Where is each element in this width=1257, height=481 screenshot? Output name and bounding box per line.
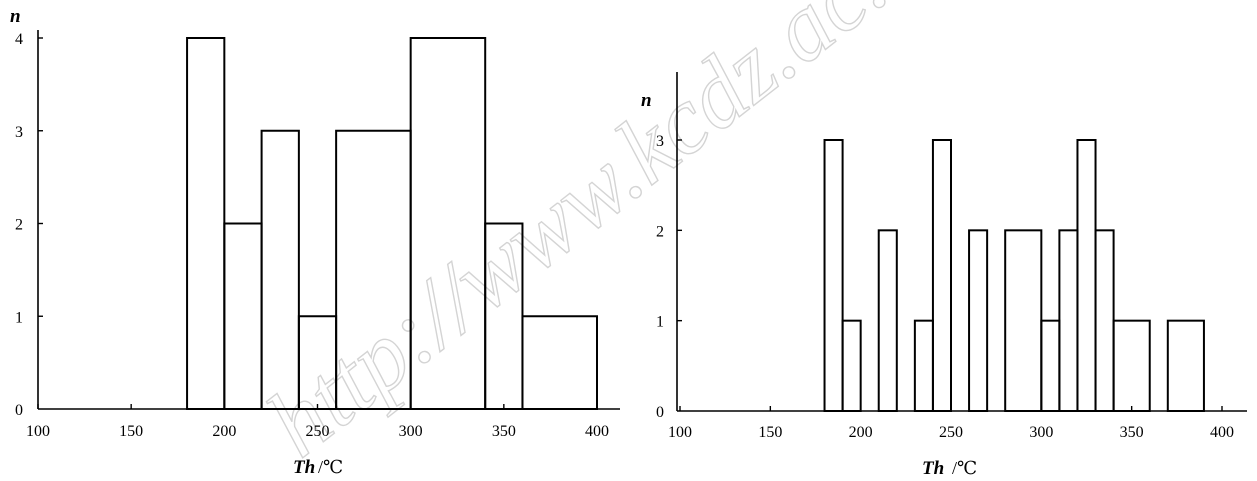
right-histogram-bar — [1112, 319, 1151, 412]
right-histogram-bar — [1004, 229, 1043, 412]
right-y-tick-label: 2 — [656, 223, 664, 240]
left-x-axis-label-unit: /℃ — [318, 457, 343, 477]
left-x-tick-label: 350 — [492, 423, 516, 440]
right-histogram-bar — [931, 139, 953, 412]
right-x-tick-label: 200 — [849, 424, 873, 441]
left-histogram-bar — [223, 222, 263, 410]
left-histogram-bar — [521, 315, 599, 410]
right-x-tick-label: 350 — [1120, 424, 1144, 441]
right-y-axis-label: n — [641, 90, 652, 111]
histogram-right: n Th /℃ 100 150 200 250 300 350 400 0 1 2 3 — [641, 72, 1247, 479]
left-y-tick-label: 0 — [15, 402, 23, 419]
right-histogram-bar — [1076, 139, 1097, 412]
left-x-tick-label: 400 — [585, 423, 609, 440]
right-histogram-bar — [1094, 229, 1115, 412]
right-x-tick-label: 150 — [758, 424, 782, 441]
right-x-tick-label: 400 — [1210, 424, 1234, 441]
left-x-tick-label: 300 — [399, 423, 423, 440]
right-histogram-bar — [823, 139, 844, 412]
left-y-tick-label: 4 — [15, 31, 23, 48]
left-x-tick-label: 100 — [26, 423, 50, 440]
right-y-tick-label: 1 — [656, 314, 664, 331]
right-histogram-bar — [968, 229, 989, 412]
left-y-tick-label: 3 — [15, 124, 23, 141]
left-histogram-bar — [186, 37, 226, 410]
histogram-left: n Th /℃ 100 150 200 250 300 350 400 0 1 2 3 4 — [10, 6, 620, 478]
right-x-tick-label: 100 — [668, 424, 692, 441]
right-histogram-bar — [1166, 319, 1205, 412]
right-x-tick-label: 300 — [1029, 424, 1053, 441]
left-x-axis-label-name: Th — [293, 457, 315, 478]
right-histogram-bar — [841, 319, 862, 412]
right-histogram-bar — [913, 319, 934, 412]
left-histogram-bar — [260, 129, 300, 410]
right-y-tick-label: 3 — [656, 133, 664, 150]
left-y-tick-label: 2 — [15, 217, 23, 234]
right-x-axis-label-name: Th — [922, 458, 944, 479]
right-histogram-bar — [1058, 229, 1079, 412]
left-x-tick-label: 150 — [119, 423, 143, 440]
left-x-tick-label: 250 — [306, 423, 330, 440]
right-histogram-bar — [877, 229, 898, 412]
right-x-axis-label-unit: /℃ — [952, 458, 977, 478]
right-x-tick-label: 250 — [939, 424, 963, 441]
left-y-tick-label: 1 — [15, 309, 23, 326]
watermark-text: http://www.kcdz.ac.cn/ — [247, 0, 1004, 477]
left-y-axis-label: n — [10, 6, 21, 27]
right-histogram-bar — [1040, 319, 1061, 412]
right-y-tick-label: 0 — [656, 404, 664, 421]
left-x-tick-label: 200 — [212, 423, 236, 440]
